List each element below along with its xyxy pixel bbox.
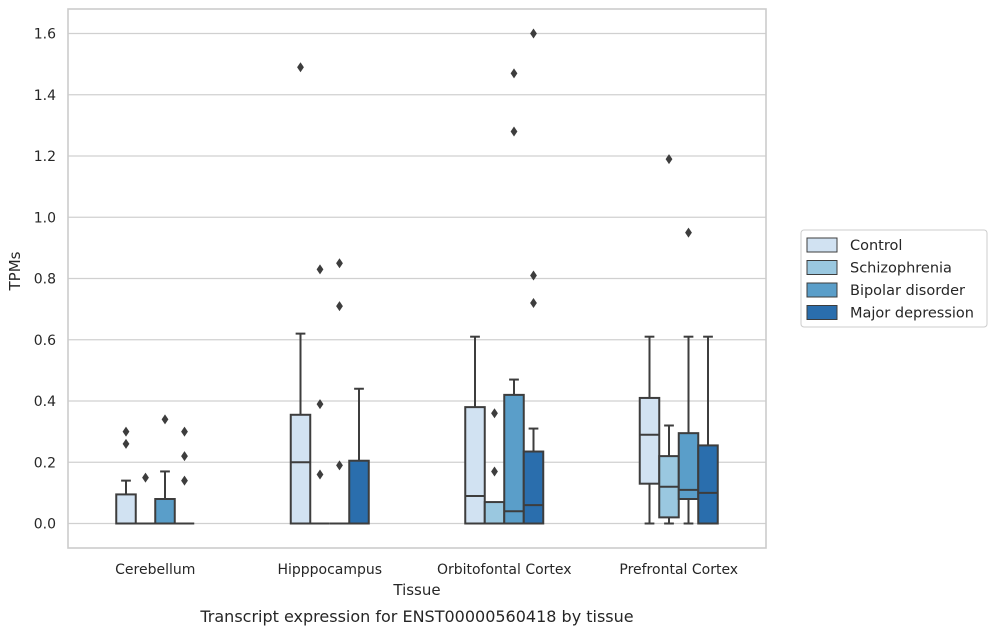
box-group — [289, 62, 312, 525]
outlier-marker — [530, 28, 537, 39]
legend-swatch — [806, 305, 838, 320]
chart-caption: Transcript expression for ENST0000056041… — [199, 607, 633, 626]
box-group — [503, 68, 525, 525]
y-axis-label: TPMs — [6, 251, 24, 291]
outlier-marker — [316, 469, 324, 480]
box — [464, 406, 486, 525]
x-axis-ticks: Cerebellum Hipppocampus Orbitofontal Corte… — [115, 562, 738, 578]
box-group — [310, 264, 330, 525]
outlier-marker — [181, 426, 188, 437]
legend-label: Control — [850, 238, 902, 254]
outlier-marker — [297, 62, 304, 73]
gridlines — [68, 32, 766, 525]
outlier-marker — [142, 472, 149, 483]
y-tick-label: 0.8 — [34, 272, 56, 288]
box-group — [697, 335, 719, 525]
box-group — [329, 258, 350, 525]
box-group — [464, 335, 486, 525]
outlier-marker — [336, 460, 343, 471]
outlier-marker — [665, 154, 673, 165]
outlier-marker — [510, 126, 518, 137]
box — [483, 501, 506, 525]
outlier-marker — [336, 301, 343, 312]
y-tick-label: 1.0 — [34, 210, 56, 226]
boxplot-layer — [115, 28, 719, 525]
outlier-marker — [161, 414, 169, 425]
legend-label: Bipolar disorder — [850, 283, 965, 299]
outlier-marker — [316, 399, 324, 410]
box — [289, 413, 312, 525]
outlier-marker — [491, 466, 498, 477]
box — [522, 450, 545, 525]
legend-swatch — [806, 260, 838, 275]
box — [348, 459, 370, 525]
box — [638, 396, 661, 485]
outlier-marker — [685, 227, 692, 238]
x-tick-label: Orbitofontal Cortex — [437, 562, 572, 578]
box-group — [154, 414, 176, 525]
y-tick-label: 0.4 — [34, 394, 56, 410]
box-group — [638, 335, 661, 525]
box — [154, 498, 176, 525]
outlier-marker — [181, 451, 188, 462]
box-group — [115, 426, 137, 525]
legend: Control Schizophrenia Bipolar disorder Majo… — [800, 229, 988, 328]
box-group — [348, 387, 370, 525]
legend-swatch — [806, 282, 838, 298]
box — [115, 493, 137, 525]
outlier-marker — [181, 475, 188, 486]
outlier-marker — [510, 68, 518, 79]
outlier-marker — [122, 438, 130, 449]
y-axis-ticks: 0.0 0.2 0.4 0.6 0.8 1.0 1.2 1.4 1.6 — [34, 27, 56, 533]
legend-swatch — [806, 237, 838, 253]
box-group — [483, 408, 506, 525]
y-tick-label: 0.2 — [34, 455, 56, 471]
box-group — [174, 426, 195, 525]
y-tick-label: 0.6 — [34, 333, 56, 349]
legend-label: Major depression — [850, 306, 974, 322]
box-group — [135, 472, 156, 525]
y-tick-label: 1.2 — [34, 149, 56, 165]
box-group — [677, 227, 700, 525]
legend-frame — [800, 229, 988, 328]
outlier-marker — [530, 298, 537, 308]
x-tick-label: Hipppocampus — [277, 562, 382, 578]
box-group — [658, 154, 680, 525]
outlier-marker — [530, 270, 537, 281]
outlier-marker — [336, 258, 343, 269]
x-tick-label: Cerebellum — [115, 562, 195, 578]
box — [697, 444, 719, 525]
outlier-marker — [316, 264, 324, 275]
outlier-marker — [122, 426, 130, 437]
outlier-marker — [491, 408, 498, 419]
legend-label: Schizophrenia — [850, 261, 952, 277]
box-group — [522, 28, 545, 525]
box — [503, 393, 525, 525]
x-tick-label: Prefrontal Cortex — [619, 562, 738, 578]
x-axis-label: Tissue — [392, 581, 440, 599]
plot-area-frame — [67, 8, 767, 549]
y-tick-label: 1.6 — [34, 27, 56, 43]
y-tick-label: 0.0 — [34, 517, 56, 533]
y-tick-label: 1.4 — [34, 88, 56, 104]
